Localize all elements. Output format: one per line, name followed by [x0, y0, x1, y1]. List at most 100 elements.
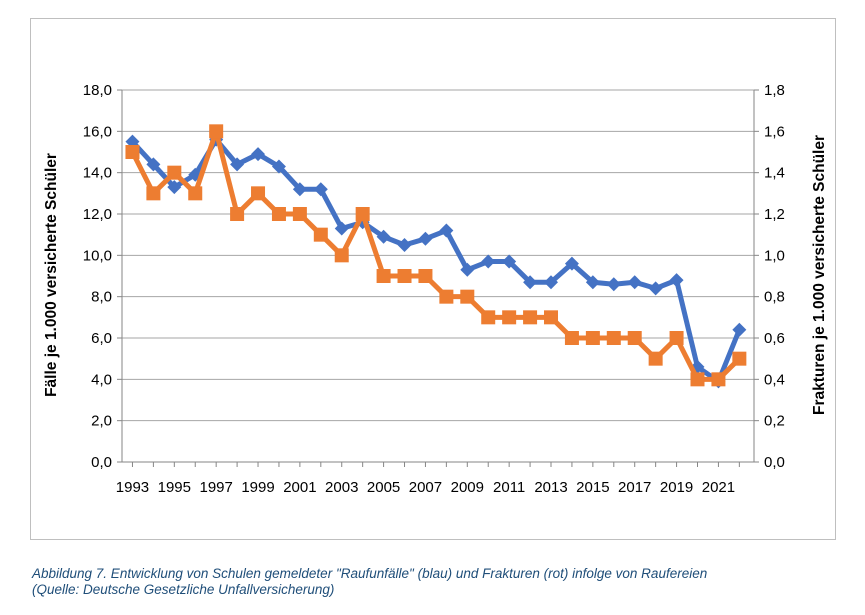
y2-tick-label: 1,8: [764, 82, 785, 99]
series-1-point: [564, 256, 579, 271]
series-2-point: [732, 351, 747, 366]
series-1-point: [439, 223, 454, 238]
figure-caption: Abbildung 7. Entwicklung von Schulen gem…: [32, 566, 852, 598]
series-1-point: [669, 273, 684, 288]
y2-tick-label: 1,0: [764, 247, 785, 264]
gridlines: [122, 89, 754, 422]
y-tick-label: 10,0: [83, 247, 112, 264]
right-axis-ticks: 0,0 0,2 0,4 0,6 0,8 1,0 1,2 1,4 1,6 1,8: [754, 82, 785, 471]
series-1-point: [460, 262, 475, 277]
x-tick-label: 1993: [116, 479, 149, 496]
y2-tick-label: 0,6: [764, 330, 785, 347]
series-1-point: [313, 182, 328, 197]
series-2-point: [313, 227, 328, 242]
axes: [121, 90, 755, 463]
series-2-point: [292, 207, 307, 221]
x-tick-label: 2019: [660, 479, 693, 496]
series-2-point: [585, 331, 600, 345]
y2-tick-label: 0,0: [764, 454, 785, 471]
series-2-point: [648, 351, 663, 366]
series-2-point: [397, 269, 412, 283]
left-axis-ticks: 0,0 2,0 4,0 6,0 8,0 10,0 12,0 14,0 16,0 18,0: [83, 82, 122, 471]
y-tick-label: 16,0: [83, 123, 112, 140]
series-2-point: [167, 165, 182, 180]
y-tick-label: 2,0: [91, 413, 112, 430]
series-2-point: [355, 207, 370, 221]
series-1-point: [167, 180, 182, 195]
series-1-point: [251, 147, 266, 162]
series-group: [125, 124, 747, 389]
x-tick-label: 1995: [158, 479, 191, 496]
x-tick-label: 2009: [451, 479, 484, 496]
series-1-point: [397, 238, 412, 252]
series-2-point: [711, 372, 726, 387]
series-1-point: [732, 322, 747, 337]
series-2-point: [544, 310, 559, 325]
series-1-point: [627, 275, 642, 290]
series-2-point: [188, 186, 203, 201]
x-axis-ticks: 1993 1995 1997 1999 2001 2003 2005 2007 2009 2011…: [116, 462, 740, 496]
series-1-point: [230, 157, 245, 172]
x-tick-label: 1997: [199, 479, 232, 496]
line-chart: 0,02,04,06,08,010,012,014,016,018,0 0,00…: [43, 82, 828, 496]
series-1-point: [481, 254, 496, 269]
series-2-point: [418, 269, 433, 283]
x-tick-label: 2011: [493, 479, 525, 496]
series-2-point: [376, 269, 391, 283]
series-2-point: [564, 331, 579, 345]
series-1-point: [585, 275, 600, 290]
series-1-point: [606, 277, 621, 292]
x-tick-label: 2013: [534, 479, 567, 496]
series-1-point: [502, 254, 517, 269]
series-2-point: [125, 145, 140, 159]
series-2-point: [334, 248, 349, 263]
series-2-point: [271, 207, 286, 221]
y-tick-label: 18,0: [83, 82, 112, 99]
series-1-point: [418, 231, 433, 246]
series-1-line: [129, 137, 742, 384]
series-1-point: [376, 229, 391, 244]
x-tick-label: 2021: [702, 479, 735, 496]
series-2-point: [627, 331, 642, 345]
series-2-point: [690, 372, 705, 387]
series-1-point: [146, 157, 161, 172]
x-tick-label: 2001: [283, 479, 316, 496]
y-tick-label: 14,0: [83, 165, 112, 182]
x-tick-label: 2017: [618, 479, 651, 496]
series-2-point: [209, 124, 224, 139]
y-tick-label: 6,0: [91, 330, 112, 347]
series-2-point: [502, 310, 517, 325]
series-2-point: [230, 207, 245, 221]
y2-tick-label: 0,4: [764, 371, 785, 388]
y2-tick-label: 0,2: [764, 413, 785, 430]
series-2-point: [481, 310, 496, 325]
x-tick-label: 1999: [241, 479, 274, 496]
series-1-point: [334, 221, 349, 236]
y2-axis-title: Frakturen je 1.000 versicherte Schüler: [811, 135, 828, 415]
series-2-point: [460, 289, 475, 304]
series-1-point: [648, 281, 663, 296]
y-tick-label: 4,0: [91, 371, 112, 388]
series-2-point: [523, 310, 538, 325]
series-1-point: [271, 159, 286, 174]
y-tick-label: 12,0: [83, 206, 112, 223]
caption-line-1: Abbildung 7. Entwicklung von Schulen gem…: [32, 566, 708, 581]
y2-tick-label: 1,6: [764, 123, 785, 140]
series-2-point: [146, 186, 161, 201]
caption-line-2: (Quelle: Deutsche Gesetzliche Unfallvers…: [32, 582, 335, 597]
y-axis-title: Fälle je 1.000 versicherte Schüler: [43, 153, 60, 397]
series-2-point: [606, 331, 621, 345]
y2-tick-label: 1,2: [764, 206, 785, 223]
series-1-point: [544, 275, 559, 290]
series-2-point: [439, 289, 454, 304]
y-tick-label: 0,0: [91, 454, 112, 471]
y2-tick-label: 0,8: [764, 289, 785, 306]
series-2-point: [669, 331, 684, 345]
x-tick-label: 2003: [325, 479, 358, 496]
chart-frame: [30, 18, 836, 540]
series-1-point: [523, 275, 538, 290]
x-tick-label: 2005: [367, 479, 400, 496]
y2-tick-label: 1,4: [764, 165, 785, 182]
series-1-point: [292, 182, 307, 197]
series-2-point: [251, 186, 266, 201]
